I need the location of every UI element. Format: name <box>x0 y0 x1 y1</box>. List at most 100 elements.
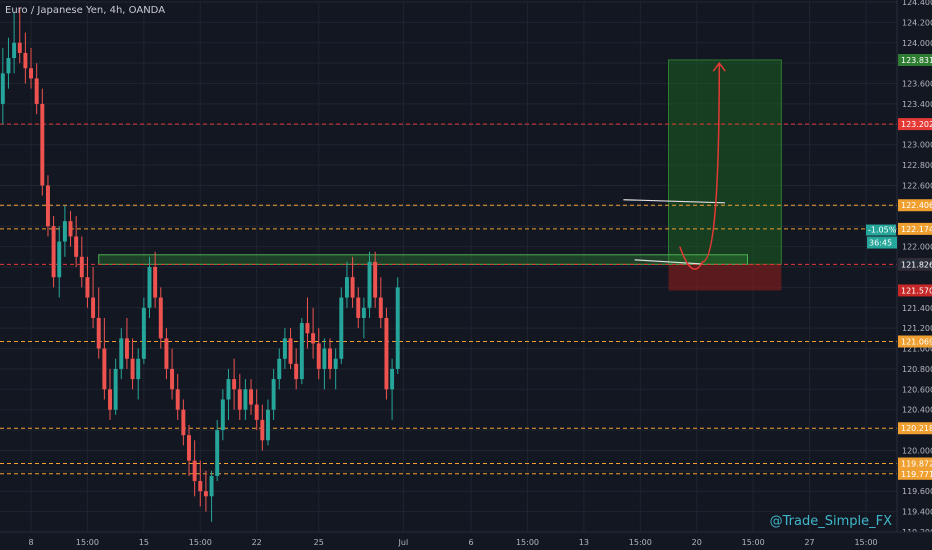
price-tick-label: 121.200 <box>902 324 932 333</box>
candle-body <box>373 261 378 298</box>
candle-body <box>294 363 299 380</box>
candle-body <box>6 58 11 74</box>
candle-body <box>74 236 79 257</box>
candle <box>232 358 237 410</box>
candlestick-series <box>0 7 400 522</box>
candle-body <box>260 419 265 441</box>
candle <box>305 297 310 349</box>
price-badge-label: 121.826 <box>901 260 932 269</box>
candle <box>226 368 231 420</box>
candle <box>328 338 333 380</box>
candle-body <box>299 323 304 380</box>
candle-body <box>119 338 124 369</box>
candle <box>136 348 141 400</box>
candle <box>102 317 107 400</box>
price-tick-label: 120.400 <box>902 406 932 415</box>
time-tick-label: 15:00 <box>516 538 539 547</box>
candle-body <box>384 317 389 390</box>
time-tick-label: 15:00 <box>742 538 765 547</box>
candle-body <box>311 333 316 344</box>
time-tick-label: 25 <box>314 538 324 547</box>
candle <box>294 348 299 390</box>
target-zone <box>668 59 782 265</box>
candle <box>209 470 214 522</box>
candle <box>220 389 225 441</box>
candle <box>384 307 389 400</box>
candle <box>40 88 45 196</box>
candle <box>361 297 366 339</box>
time-tick-label: 20 <box>692 538 702 547</box>
price-tick-label: 119.400 <box>902 508 932 517</box>
price-badge <box>898 53 932 66</box>
candle-body <box>29 68 34 79</box>
candle <box>74 216 79 267</box>
candle-body <box>40 103 45 186</box>
trade-zones <box>98 59 782 291</box>
horizontal-levels <box>0 123 897 475</box>
price-axis[interactable]: 124.400124.200124.000123.800123.600123.4… <box>866 0 932 550</box>
candle <box>373 251 378 308</box>
candle <box>237 374 242 420</box>
candle <box>96 287 101 359</box>
chart-title: Euro / Japanese Yen, 4h, OANDA <box>5 5 166 16</box>
candle <box>350 256 355 308</box>
candle <box>68 210 73 247</box>
candle-body <box>91 297 96 318</box>
time-tick-label: Jul <box>398 538 409 547</box>
candle <box>243 379 248 420</box>
candle-body <box>232 379 237 390</box>
candle-body <box>136 358 141 380</box>
time-axis[interactable]: 8 15:00 15 15:00 22 25 Jul 6 15:00 13 15:00 20 15:00… <box>0 531 932 550</box>
price-badge-label: 121.570 <box>901 286 932 295</box>
price-badge-label: 119.771 <box>901 470 932 479</box>
price-tick-label: 124.000 <box>902 39 932 48</box>
candle-body <box>356 297 361 318</box>
support-zone <box>98 254 748 265</box>
candle <box>51 216 56 288</box>
candle-body <box>390 368 395 390</box>
candle <box>181 399 186 446</box>
candle <box>147 256 152 318</box>
candle <box>12 12 17 74</box>
candle-body <box>265 409 270 441</box>
candle-body <box>57 241 62 278</box>
candle <box>378 277 383 329</box>
candle <box>187 424 191 476</box>
price-tick-label: 122.600 <box>902 181 932 190</box>
chart-drawings <box>623 61 726 270</box>
candle <box>6 37 11 89</box>
candle-body <box>108 389 112 410</box>
candle <box>344 261 349 308</box>
price-tick-label: 122.800 <box>902 161 932 170</box>
candle-body <box>0 73 5 104</box>
candle <box>260 404 265 451</box>
candle <box>170 348 175 400</box>
candle-body <box>175 389 180 410</box>
arrow-head-icon <box>712 61 726 72</box>
candle <box>175 374 180 420</box>
candle <box>108 368 112 420</box>
candle <box>249 379 254 415</box>
candle-body <box>316 343 321 369</box>
candle <box>356 287 361 329</box>
candle <box>322 338 327 390</box>
candle <box>203 470 208 512</box>
candle <box>79 236 84 288</box>
price-tick-label: 122.000 <box>902 243 932 252</box>
candle-body <box>277 358 282 380</box>
price-tick-label: 124.400 <box>902 0 932 7</box>
price-tick-label: 123.400 <box>902 100 932 109</box>
author-watermark: @Trade_Simple_FX <box>769 514 892 529</box>
candle-body <box>141 307 146 359</box>
price-badge <box>898 118 932 131</box>
candle <box>130 338 135 390</box>
time-tick-label: 15:00 <box>854 538 877 547</box>
candle-body <box>17 42 22 53</box>
price-tick-label: 121.400 <box>902 304 932 313</box>
price-tick-label: 123.000 <box>902 141 932 150</box>
candle <box>254 389 259 431</box>
candle <box>141 297 146 364</box>
candle-body <box>350 277 355 298</box>
projection-arrow <box>679 63 721 270</box>
